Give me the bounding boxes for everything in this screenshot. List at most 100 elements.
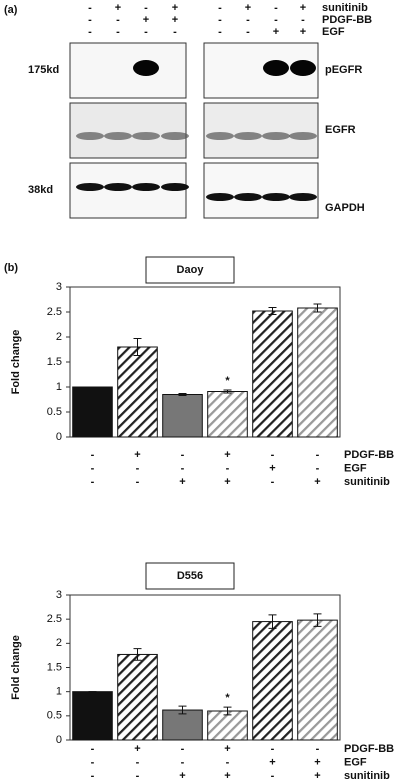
treatment-sign: + bbox=[179, 476, 185, 488]
bar bbox=[252, 310, 293, 438]
error-bar bbox=[313, 303, 322, 313]
y-tick-label: 3 bbox=[56, 281, 62, 293]
chart-title: Daoy bbox=[177, 264, 205, 276]
treatment-sign: - bbox=[181, 462, 185, 474]
blot-band bbox=[161, 183, 189, 191]
y-tick-label: 1 bbox=[56, 381, 62, 393]
treatment-name: PDGF-BB bbox=[344, 743, 394, 755]
treatment-sign: - bbox=[316, 743, 320, 755]
blot-panel bbox=[203, 162, 319, 219]
treatment-sign: + bbox=[314, 770, 320, 779]
treatment-sign: + bbox=[273, 26, 279, 38]
treatment-sign: - bbox=[271, 770, 275, 779]
treatment-sign: - bbox=[316, 449, 320, 461]
treatment-sign: - bbox=[91, 476, 95, 488]
y-tick-label: 2 bbox=[56, 331, 62, 343]
bar bbox=[72, 386, 113, 438]
blot-band bbox=[133, 60, 159, 76]
error-bar bbox=[223, 706, 232, 716]
bar bbox=[117, 653, 158, 741]
treatment-sign: + bbox=[172, 2, 178, 14]
blot-band bbox=[289, 193, 317, 201]
treatment-name: sunitinib bbox=[322, 2, 368, 14]
treatment-sign: - bbox=[88, 14, 92, 26]
error-bar bbox=[268, 307, 277, 315]
y-tick-label: 3 bbox=[56, 589, 62, 601]
error-bar bbox=[178, 705, 187, 715]
annotation: * bbox=[225, 692, 230, 704]
treatment-sign: + bbox=[300, 2, 306, 14]
y-axis-label: Fold change bbox=[10, 330, 22, 395]
treatment-sign: - bbox=[271, 449, 275, 461]
bar bbox=[297, 619, 338, 741]
treatment-sign: - bbox=[271, 476, 275, 488]
treatment-sign: - bbox=[91, 770, 95, 779]
treatment-name: sunitinib bbox=[344, 476, 390, 488]
treatment-sign: - bbox=[274, 2, 278, 14]
y-tick-label: 0.5 bbox=[47, 710, 62, 722]
y-tick-label: 2.5 bbox=[47, 613, 62, 625]
treatment-sign: - bbox=[226, 756, 230, 768]
treatment-sign: + bbox=[172, 14, 178, 26]
blot-band bbox=[289, 132, 317, 140]
treatment-sign: - bbox=[181, 756, 185, 768]
treatment-sign: - bbox=[88, 2, 92, 14]
bar bbox=[252, 621, 293, 741]
y-tick-label: 0.5 bbox=[47, 406, 62, 418]
treatment-name: EGF bbox=[344, 462, 367, 474]
blot-band bbox=[206, 193, 234, 201]
bar bbox=[117, 346, 158, 438]
annotation: * bbox=[225, 375, 230, 387]
bar bbox=[162, 394, 203, 438]
y-tick-label: 0 bbox=[56, 431, 62, 443]
blot-name: pEGFR bbox=[325, 64, 362, 76]
blot-band bbox=[234, 132, 262, 140]
bar bbox=[297, 307, 338, 438]
treatment-sign: - bbox=[181, 449, 185, 461]
y-tick-label: 1.5 bbox=[47, 356, 62, 368]
treatment-sign: + bbox=[134, 449, 140, 461]
bar bbox=[207, 710, 248, 741]
title-box bbox=[145, 256, 235, 284]
blot-band bbox=[76, 183, 104, 191]
treatment-sign: + bbox=[134, 743, 140, 755]
blot-band bbox=[104, 132, 132, 140]
treatment-sign: - bbox=[136, 756, 140, 768]
blot-band bbox=[262, 193, 290, 201]
treatment-name: EGF bbox=[344, 756, 367, 768]
bar bbox=[207, 391, 248, 438]
treatment-sign: - bbox=[316, 462, 320, 474]
treatment-sign: + bbox=[245, 2, 251, 14]
blot-band bbox=[206, 132, 234, 140]
treatment-sign: - bbox=[136, 462, 140, 474]
blot-band bbox=[234, 193, 262, 201]
panel-label: (b) bbox=[4, 262, 18, 274]
treatment-sign: - bbox=[91, 756, 95, 768]
treatment-name: PDGF-BB bbox=[344, 449, 394, 461]
treatment-sign: - bbox=[173, 26, 177, 38]
treatment-sign: + bbox=[269, 462, 275, 474]
panel-label: (a) bbox=[4, 4, 18, 16]
blot-band bbox=[76, 132, 104, 140]
treatment-sign: - bbox=[136, 770, 140, 779]
y-tick-label: 1.5 bbox=[47, 661, 62, 673]
treatment-sign: + bbox=[224, 476, 230, 488]
treatment-name: EGF bbox=[322, 26, 345, 38]
blot-band bbox=[132, 132, 160, 140]
blot-band bbox=[132, 183, 160, 191]
y-tick-label: 2 bbox=[56, 637, 62, 649]
treatment-sign: - bbox=[271, 743, 275, 755]
treatment-sign: + bbox=[179, 770, 185, 779]
blot-band bbox=[262, 132, 290, 140]
error-bar bbox=[178, 393, 187, 396]
treatment-sign: - bbox=[91, 743, 95, 755]
blot-name: EGFR bbox=[325, 124, 356, 136]
treatment-sign: - bbox=[181, 743, 185, 755]
blot-band bbox=[161, 132, 189, 140]
error-bar bbox=[268, 614, 277, 629]
treatment-sign: + bbox=[224, 770, 230, 779]
y-tick-label: 0 bbox=[56, 734, 62, 746]
treatment-sign: - bbox=[91, 462, 95, 474]
treatment-sign: - bbox=[218, 26, 222, 38]
treatment-sign: - bbox=[226, 462, 230, 474]
